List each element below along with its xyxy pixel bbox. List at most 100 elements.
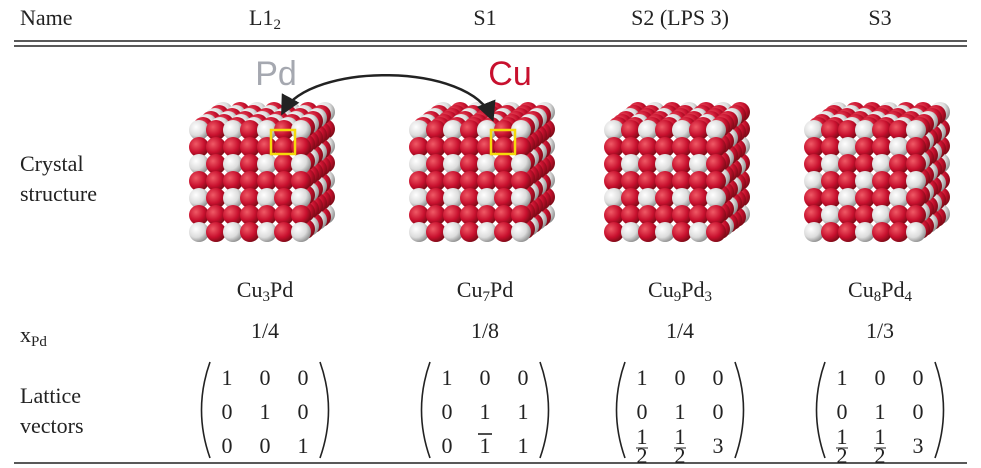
- atom: [621, 171, 641, 191]
- subscript: 4: [904, 289, 912, 305]
- atom: [706, 205, 726, 225]
- atom: [477, 222, 497, 242]
- cu-label: Cu: [488, 55, 531, 93]
- atom: [855, 137, 875, 157]
- fraction-den: 2: [675, 443, 686, 468]
- atom: [804, 120, 824, 140]
- matrix-entry: 1: [637, 365, 648, 390]
- atom: [443, 222, 463, 242]
- atom: [872, 120, 892, 140]
- atom: [706, 137, 726, 157]
- atom: [274, 205, 294, 225]
- atom: [240, 137, 260, 157]
- atom: [604, 171, 624, 191]
- atom: [291, 188, 311, 208]
- atom: [511, 171, 531, 191]
- atom: [621, 222, 641, 242]
- atom: [804, 171, 824, 191]
- text-part: Cu: [648, 277, 674, 302]
- atom: [240, 171, 260, 191]
- matrix-entry: 1: [837, 365, 848, 390]
- crystal-images: [189, 102, 950, 242]
- atom: [889, 205, 909, 225]
- atom: [689, 171, 709, 191]
- atom: [189, 222, 209, 242]
- atom: [409, 188, 429, 208]
- matrix-entry: 0: [913, 365, 924, 390]
- matrix-entry: 0: [260, 365, 271, 390]
- fraction-value: 1/4: [251, 318, 279, 343]
- row-label: Lattice: [20, 383, 81, 408]
- atom: [240, 188, 260, 208]
- atom: [477, 205, 497, 225]
- crystal: [189, 102, 335, 242]
- atom: [604, 137, 624, 157]
- atom: [655, 137, 675, 157]
- atom: [838, 205, 858, 225]
- atom: [804, 137, 824, 157]
- atom: [460, 154, 480, 174]
- atom: [291, 222, 311, 242]
- bracket: [615, 361, 626, 459]
- atom: [838, 188, 858, 208]
- atom: [689, 205, 709, 225]
- atom: [906, 222, 926, 242]
- atom: [655, 188, 675, 208]
- atom: [855, 120, 875, 140]
- atom: [257, 171, 277, 191]
- atom: [872, 222, 892, 242]
- atom: [838, 171, 858, 191]
- atom: [291, 154, 311, 174]
- atom: [291, 171, 311, 191]
- column-header: S3: [868, 5, 891, 30]
- atom: [409, 137, 429, 157]
- atom: [426, 120, 446, 140]
- atom: [460, 205, 480, 225]
- text-part: Pd: [881, 277, 904, 302]
- atom: [855, 188, 875, 208]
- atom: [426, 188, 446, 208]
- atom: [689, 154, 709, 174]
- bracket: [734, 361, 745, 459]
- atom: [889, 137, 909, 157]
- atom: [426, 171, 446, 191]
- atom: [240, 205, 260, 225]
- atom: [426, 222, 446, 242]
- atom: [206, 120, 226, 140]
- matrix-entry: 0: [260, 433, 271, 458]
- atom: [274, 171, 294, 191]
- atom: [889, 120, 909, 140]
- atom: [889, 188, 909, 208]
- atom: [206, 205, 226, 225]
- atom: [706, 154, 726, 174]
- matrix-entry: 1: [518, 399, 529, 424]
- atom: [804, 222, 824, 242]
- fraction-value: 1/8: [471, 318, 499, 343]
- atom: [494, 205, 514, 225]
- atom: [804, 205, 824, 225]
- matrix-entry: 1: [480, 399, 491, 424]
- atom: [409, 120, 429, 140]
- fraction-value: 1/3: [866, 318, 894, 343]
- atom: [672, 188, 692, 208]
- atom: [206, 188, 226, 208]
- row-label: Crystal: [20, 151, 84, 176]
- atom: [257, 222, 277, 242]
- matrix-entry: 0: [675, 365, 686, 390]
- subscript: 9: [674, 289, 682, 305]
- subscript: Pd: [31, 334, 47, 350]
- subscript: 2: [273, 17, 281, 33]
- atom: [426, 154, 446, 174]
- atom: [638, 171, 658, 191]
- fraction-num: 1: [637, 424, 648, 449]
- atom: [274, 188, 294, 208]
- bracket: [815, 361, 826, 459]
- matrix-entry: 3: [913, 433, 924, 458]
- atom: [855, 222, 875, 242]
- atom: [189, 188, 209, 208]
- atom: [494, 154, 514, 174]
- atom: [706, 171, 726, 191]
- atom: [443, 171, 463, 191]
